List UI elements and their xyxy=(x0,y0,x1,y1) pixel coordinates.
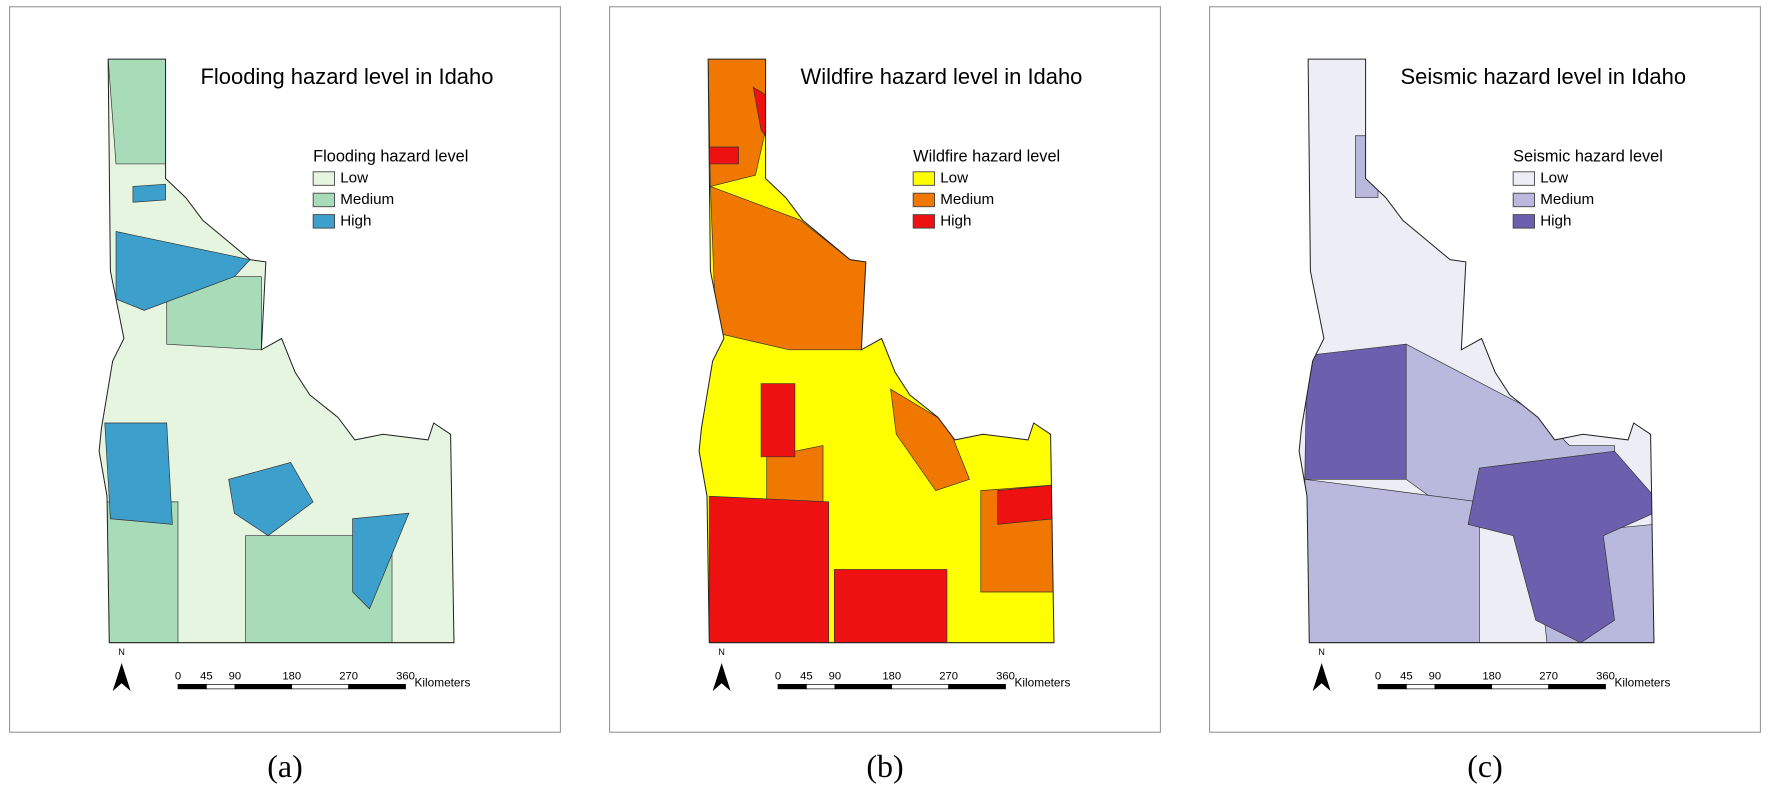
north-arrow xyxy=(112,662,131,692)
scale-segment xyxy=(291,684,349,690)
hazard-zone xyxy=(707,146,739,165)
scale-tick: 0 xyxy=(775,670,781,682)
hazard-zone xyxy=(107,59,166,165)
scale-segment xyxy=(1406,684,1436,690)
scale-tick: 90 xyxy=(229,670,242,682)
scale-segment xyxy=(891,684,949,690)
panel-caption: (c) xyxy=(1467,748,1503,784)
scale-segment xyxy=(1491,684,1549,690)
legend-swatch xyxy=(312,192,336,208)
legend-swatch xyxy=(912,192,936,208)
state-base xyxy=(99,59,454,643)
hazard-zone xyxy=(1467,450,1654,643)
scale-tick: 90 xyxy=(1429,670,1442,682)
hazard-zone xyxy=(132,183,166,203)
legend-swatch xyxy=(1512,171,1536,186)
map-title: Wildfire hazard level in Idaho xyxy=(801,64,1083,89)
scale-segment xyxy=(177,684,207,690)
hazard-zone xyxy=(1304,478,1480,643)
legend-label: High xyxy=(1540,212,1571,229)
scale-tick: 360 xyxy=(1596,670,1615,682)
hazard-zone xyxy=(833,569,948,643)
scale-segment xyxy=(1434,684,1493,690)
scale-tick: 45 xyxy=(800,670,813,682)
scale-segment xyxy=(206,684,236,690)
legend-label: Medium xyxy=(1540,191,1594,208)
legend-swatch xyxy=(312,214,336,229)
zones xyxy=(1304,135,1654,643)
zones xyxy=(707,59,1054,643)
map-title: Flooding hazard level in Idaho xyxy=(201,64,494,89)
state-outline xyxy=(698,58,1055,644)
hazard-zone xyxy=(228,462,314,537)
scale-unit: Kilometers xyxy=(1615,675,1671,689)
north-label: N xyxy=(718,647,725,657)
north-label: N xyxy=(1318,647,1325,657)
hazard-zone xyxy=(352,512,410,610)
legend-title: Flooding hazard level xyxy=(313,147,468,165)
hazard-zone xyxy=(115,231,251,311)
north-label: N xyxy=(118,647,125,657)
hazard-zone xyxy=(708,495,830,643)
hazard-zone xyxy=(707,59,766,187)
scale-tick: 180 xyxy=(882,670,901,682)
hazard-zone xyxy=(760,383,796,458)
hazard-zone xyxy=(1304,343,1407,480)
scale-tick: 0 xyxy=(175,670,181,682)
scale-tick: 90 xyxy=(829,670,842,682)
hazard-zone xyxy=(104,422,173,525)
scale-segment xyxy=(1548,684,1606,690)
legend-label: Low xyxy=(340,170,368,187)
legend-label: Medium xyxy=(940,191,994,208)
scale-segment xyxy=(777,684,807,690)
scale-tick: 0 xyxy=(1375,670,1381,682)
scale-segment xyxy=(234,684,293,690)
scale-tick: 45 xyxy=(200,670,213,682)
legend-label: High xyxy=(940,212,971,229)
map-panel: Seismic hazard level in Idaho Seismic haz… xyxy=(1209,6,1761,733)
legend-title: Wildfire hazard level xyxy=(913,147,1060,165)
scale-segment xyxy=(834,684,893,690)
state-outline xyxy=(1298,58,1655,644)
scale-tick: 360 xyxy=(396,670,415,682)
scale-segment xyxy=(806,684,836,690)
panel-caption: (a) xyxy=(267,748,303,784)
map-panel: Flooding hazard level in Idaho Flooding h… xyxy=(9,6,561,733)
scale-tick: 270 xyxy=(339,670,358,682)
legend-swatch xyxy=(912,214,936,229)
map-panel: Wildfire hazard level in Idaho Wildfire h… xyxy=(609,6,1161,733)
scale-segment xyxy=(348,684,406,690)
scale-tick: 360 xyxy=(996,670,1015,682)
state-outline xyxy=(98,58,455,644)
legend-title: Seismic hazard level xyxy=(1513,147,1663,165)
scale-tick: 270 xyxy=(1539,670,1558,682)
legend-label: Low xyxy=(940,170,968,187)
hazard-zone xyxy=(997,484,1054,525)
legend-swatch xyxy=(1512,214,1536,229)
north-arrow xyxy=(712,662,731,692)
scale-unit: Kilometers xyxy=(415,675,471,689)
scale-tick: 180 xyxy=(1482,670,1501,682)
panel-caption: (b) xyxy=(866,748,904,784)
scale-tick: 180 xyxy=(282,670,301,682)
north-arrow xyxy=(1312,662,1331,692)
legend-label: Low xyxy=(1540,170,1568,187)
scale-segment xyxy=(948,684,1006,690)
scale-tick: 45 xyxy=(1400,670,1413,682)
legend-swatch xyxy=(912,171,936,186)
scale-tick: 270 xyxy=(939,670,958,682)
scale-segment xyxy=(1377,684,1407,690)
legend-label: Medium xyxy=(340,191,394,208)
legend-swatch xyxy=(312,171,336,186)
legend-swatch xyxy=(1512,192,1536,208)
map-title: Seismic hazard level in Idaho xyxy=(1401,64,1687,89)
scale-unit: Kilometers xyxy=(1015,675,1071,689)
legend-label: High xyxy=(340,212,371,229)
